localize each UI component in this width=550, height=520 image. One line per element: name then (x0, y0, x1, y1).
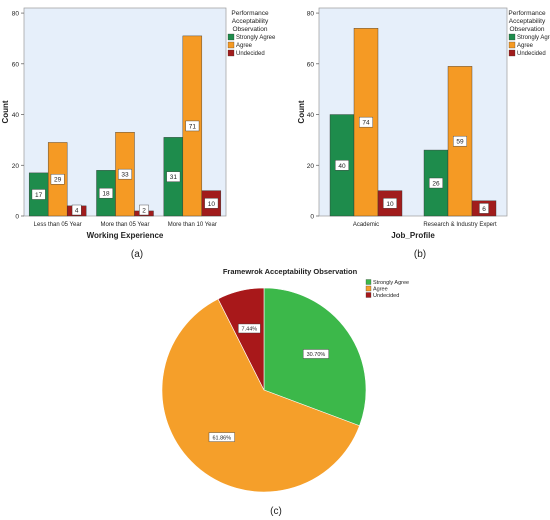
chart-b-data-label: 6 (482, 206, 486, 213)
chart-b-xtick-label: Academic (353, 222, 379, 228)
chart-a-data-label: 10 (208, 201, 216, 208)
chart-a-ytick-label: 40 (12, 112, 20, 119)
chart-a-legend-swatch (227, 41, 235, 49)
chart-b-ytick-label: 80 (307, 11, 315, 18)
chart-b-legend-swatch (508, 41, 516, 49)
chart-a-legend-item: Undecided (236, 51, 265, 57)
chart-b-legend-title: Acceptability (509, 18, 546, 25)
chart-b-ylabel: Count (297, 100, 306, 123)
pie-slice-undecided (217, 287, 265, 391)
chart-a-data-label-box (118, 168, 132, 180)
pie-slice-agree (161, 298, 360, 493)
chart-b-data-label: 10 (386, 201, 394, 208)
chart-a-xtick-label: More than 05 Year (100, 222, 149, 228)
chart-a-data-label-box (185, 120, 200, 132)
chart-a-ytick-label: 60 (12, 61, 20, 68)
chart-b-legend-title: Performance (508, 10, 546, 17)
pie-legend-swatch (365, 292, 372, 298)
chart-a-data-label-box (166, 171, 181, 182)
chart-b-data-label-box (479, 203, 489, 214)
chart-a-ylabel: Count (1, 100, 10, 123)
chart-a-legend-swatch (227, 33, 235, 41)
pie-legend-item: Strongly Agree (373, 280, 409, 286)
chart-a-legend-item: Agree (236, 43, 253, 49)
chart-a-data-label: 31 (170, 174, 178, 181)
pie-slice-label: 7.44% (242, 327, 258, 333)
chart-a-data-label-box (204, 198, 219, 209)
chart-a-data-label: 17 (35, 192, 43, 199)
chart-a-data-label: 18 (102, 191, 110, 198)
chart-a-data-label-box (50, 174, 65, 185)
chart-a-ytick-label: 80 (12, 11, 20, 18)
pie-title: Framewrok Acceptability Observation (223, 267, 358, 276)
chart-a-legend-title: Observation (232, 26, 267, 33)
chart-b-ytick-label: 40 (307, 112, 315, 119)
chart-a-data-label: 2 (142, 208, 146, 215)
chart-b-legend-item: Agree (517, 43, 534, 49)
chart-a-xtick-label: Less than 05 Year (34, 222, 82, 228)
chart-b-ytick-label: 60 (307, 61, 315, 68)
chart-b-ytick-label: 0 (310, 214, 314, 221)
chart-a-panel-label: (a) (131, 249, 143, 260)
pie-legend-item: Undecided (373, 293, 399, 299)
chart-b-data-label: 26 (432, 181, 440, 188)
pie-legend-swatch (365, 285, 372, 292)
chart-b-legend-item: Strongly Agree (517, 35, 550, 41)
chart-a-data-label: 29 (54, 177, 62, 184)
chart-b-ytick-label: 20 (307, 163, 315, 170)
chart-a-legend-title: Acceptability (232, 18, 269, 25)
chart-b-data-label-box (383, 198, 397, 209)
chart-b-data-label-box (429, 177, 443, 189)
chart-a-data-label-box (99, 187, 113, 199)
pie-label-box (238, 323, 261, 334)
chart-a-data-label: 71 (189, 123, 197, 130)
chart-b-xlabel: Job_Profile (391, 231, 435, 240)
chart-b-xtick-label: Research & Industry Expert (423, 222, 497, 228)
chart-a-data-label-box (139, 204, 149, 216)
chart-a-ytick-label: 20 (12, 163, 20, 170)
chart-a-xlabel: Working Experience (87, 231, 164, 240)
chart-a-xtick-label: More than 10 Year (168, 222, 217, 228)
pie-slice-label: 61.86% (212, 435, 231, 441)
chart-b-legend-item: Undecided (517, 51, 546, 57)
chart-b-legend-title: Observation (509, 26, 544, 33)
chart-b-legend-swatch (508, 33, 516, 41)
chart-a-legend-item: Strongly Agree (236, 35, 276, 41)
chart-a-data-label-box (71, 204, 82, 216)
chart-b-panel-label: (b) (414, 249, 426, 260)
chart-b-data-label: 74 (362, 120, 370, 127)
chart-b-data-label: 40 (338, 163, 346, 170)
chart-b-data-label-box (453, 135, 467, 147)
pie-slice-label: 30.70% (307, 352, 326, 358)
chart-b-legend-swatch (508, 49, 516, 57)
pie-label-box (208, 432, 235, 442)
chart-c-panel-label: (c) (270, 506, 282, 517)
chart-b-data-label-box (335, 160, 349, 171)
pie-legend-item: Agree (373, 287, 388, 293)
chart-a-data-label: 33 (121, 172, 129, 179)
chart-a-legend-swatch (227, 49, 235, 57)
chart-b-data-label-box (359, 116, 373, 128)
chart-a-ytick-label: 0 (15, 214, 19, 221)
chart-a-data-label-box (31, 189, 46, 200)
chart-a-data-label: 4 (75, 208, 79, 215)
pie-legend-swatch (365, 279, 372, 285)
pie-label-box (302, 349, 329, 359)
chart-a-legend-title: Performance (231, 10, 269, 17)
chart-b-data-label: 59 (456, 139, 464, 146)
